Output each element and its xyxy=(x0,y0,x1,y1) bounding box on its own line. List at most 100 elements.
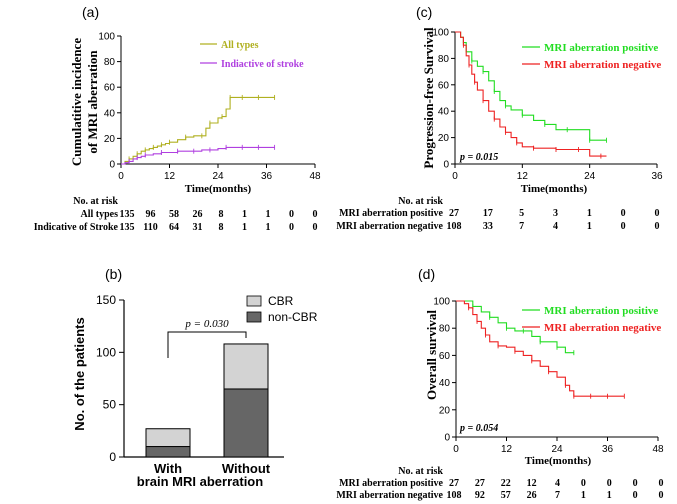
panel-b-bars xyxy=(145,343,269,458)
risk-count: 1 xyxy=(266,209,271,220)
legend-label-positive: MRI aberration positive xyxy=(544,42,658,54)
risk-count: 27 xyxy=(475,478,485,489)
panel-b-xlabel: brain MRI aberration xyxy=(137,474,263,489)
y-tick-label: 80 xyxy=(439,324,451,335)
legend-label-all-types: All types xyxy=(221,40,259,51)
panel-b-axes: 0 50 100 150 With Without xyxy=(96,293,284,476)
risk-count: 108 xyxy=(447,490,462,501)
panel-d-pvalue: p = 0.054 xyxy=(459,423,498,434)
panel-a-ylabel-line2: of MRI aberration xyxy=(85,50,100,154)
panel-d-series xyxy=(456,300,625,399)
panel-d-risk-title: No. at risk xyxy=(398,466,443,477)
legend-swatch-noncbr xyxy=(246,311,262,323)
panel-c-series xyxy=(455,31,607,159)
risk-count: 0 xyxy=(655,221,660,232)
x-tick-label: With xyxy=(154,461,182,476)
risk-count: 0 xyxy=(659,478,664,489)
y-tick-label: 60 xyxy=(439,351,451,362)
x-tick-label: 0 xyxy=(453,444,459,455)
x-tick-label: 24 xyxy=(551,444,563,455)
bar-cbr-with xyxy=(145,428,191,448)
panel-d-ylabel: Overall survival xyxy=(424,310,439,400)
panel-a-risk-label-1: All types xyxy=(81,209,119,220)
panel-c-pvalue: p = 0.015 xyxy=(459,152,498,163)
y-tick-label: 60 xyxy=(438,80,450,91)
risk-count: 7 xyxy=(519,221,524,232)
y-tick-label: 0 xyxy=(109,450,116,464)
risk-count: 108 xyxy=(447,221,462,232)
risk-count: 0 xyxy=(633,490,638,501)
risk-count: 33 xyxy=(483,221,493,232)
x-tick-label: 36 xyxy=(602,444,614,455)
panel-b-ylabel: No. of the patients xyxy=(72,317,87,430)
risk-count: 0 xyxy=(655,208,660,219)
risk-count: 110 xyxy=(143,222,157,233)
bar-non-cbr-without xyxy=(223,388,269,458)
significance-bracket xyxy=(167,331,247,358)
risk-count: 0 xyxy=(633,478,638,489)
y-tick-label: 150 xyxy=(96,293,116,307)
risk-count: 17 xyxy=(483,208,493,219)
legend-label-stroke: Indiactive of stroke xyxy=(221,59,304,70)
panel-c-risk-label-2: MRI aberration negative xyxy=(336,221,443,232)
legend-swatch-cbr xyxy=(246,295,262,307)
risk-count: 4 xyxy=(553,221,558,232)
y-tick-label: 0 xyxy=(109,160,115,171)
panel-a-legend: All types Indiactive of stroke xyxy=(200,40,304,70)
panel-a-axes: 0 20 40 60 80 100 0 12 24 36 48 xyxy=(98,32,321,183)
risk-count: 64 xyxy=(169,222,179,233)
panel-a: (a) Cumulatitive incidence of MRI aberra… xyxy=(34,4,321,233)
panel-c: (c) Progression-free Survival 0204060801… xyxy=(336,4,663,232)
risk-count: 0 xyxy=(289,209,294,220)
risk-count: 0 xyxy=(621,221,626,232)
y-tick-label: 0 xyxy=(443,160,449,171)
risk-count: 1 xyxy=(587,208,592,219)
risk-count: 0 xyxy=(621,208,626,219)
risk-count: 96 xyxy=(146,209,156,220)
risk-count: 27 xyxy=(449,478,459,489)
y-tick-label: 100 xyxy=(98,32,115,43)
y-tick-label: 60 xyxy=(104,83,116,94)
y-tick-label: 40 xyxy=(104,108,116,119)
risk-count: 1 xyxy=(607,490,612,501)
risk-count: 26 xyxy=(527,490,537,501)
panel-a-label: (a) xyxy=(82,4,99,20)
panel-c-xlabel: Time(months) xyxy=(521,183,588,195)
risk-count: 0 xyxy=(581,478,586,489)
x-tick-label: 48 xyxy=(309,171,321,182)
x-tick-label: 36 xyxy=(261,171,273,182)
risk-count: 3 xyxy=(553,208,558,219)
risk-count: 58 xyxy=(169,209,179,220)
panel-c-risk-label-1: MRI aberration positive xyxy=(339,208,443,219)
legend-label-noncbr: non-CBR xyxy=(268,310,318,324)
panel-b-label: (b) xyxy=(105,266,122,282)
panel-a-ylabel: Cumulatitive incidence of MRI aberration xyxy=(69,38,100,166)
risk-count: 0 xyxy=(607,478,612,489)
y-tick-label: 0 xyxy=(444,433,450,444)
risk-count: 0 xyxy=(289,222,294,233)
legend-label-cbr: CBR xyxy=(268,294,294,308)
risk-count: 1 xyxy=(266,222,271,233)
risk-count: 8 xyxy=(219,222,224,233)
series-line-1 xyxy=(456,300,574,354)
risk-count: 26 xyxy=(193,209,203,220)
risk-count: 7 xyxy=(555,490,560,501)
panel-a-risk-label-2: Indicative of Stroke xyxy=(34,222,119,233)
y-tick-label: 40 xyxy=(439,378,451,389)
bar-non-cbr-with xyxy=(145,446,191,458)
risk-count: 57 xyxy=(501,490,511,501)
risk-count: 92 xyxy=(475,490,485,501)
risk-count: 31 xyxy=(193,222,203,233)
risk-count: 135 xyxy=(120,222,135,233)
panel-b-significance: p = 0.030 xyxy=(167,318,247,358)
panel-d-label: (d) xyxy=(418,266,435,282)
panel-a-ylabel-line1: Cumulatitive incidence xyxy=(69,38,84,166)
risk-count: 1 xyxy=(587,221,592,232)
y-tick-label: 80 xyxy=(104,57,116,68)
series-line-2 xyxy=(121,146,275,165)
x-tick-label: 0 xyxy=(118,171,124,182)
x-tick-label: 36 xyxy=(651,171,663,182)
legend-label-positive: MRI aberration positive xyxy=(544,305,658,317)
